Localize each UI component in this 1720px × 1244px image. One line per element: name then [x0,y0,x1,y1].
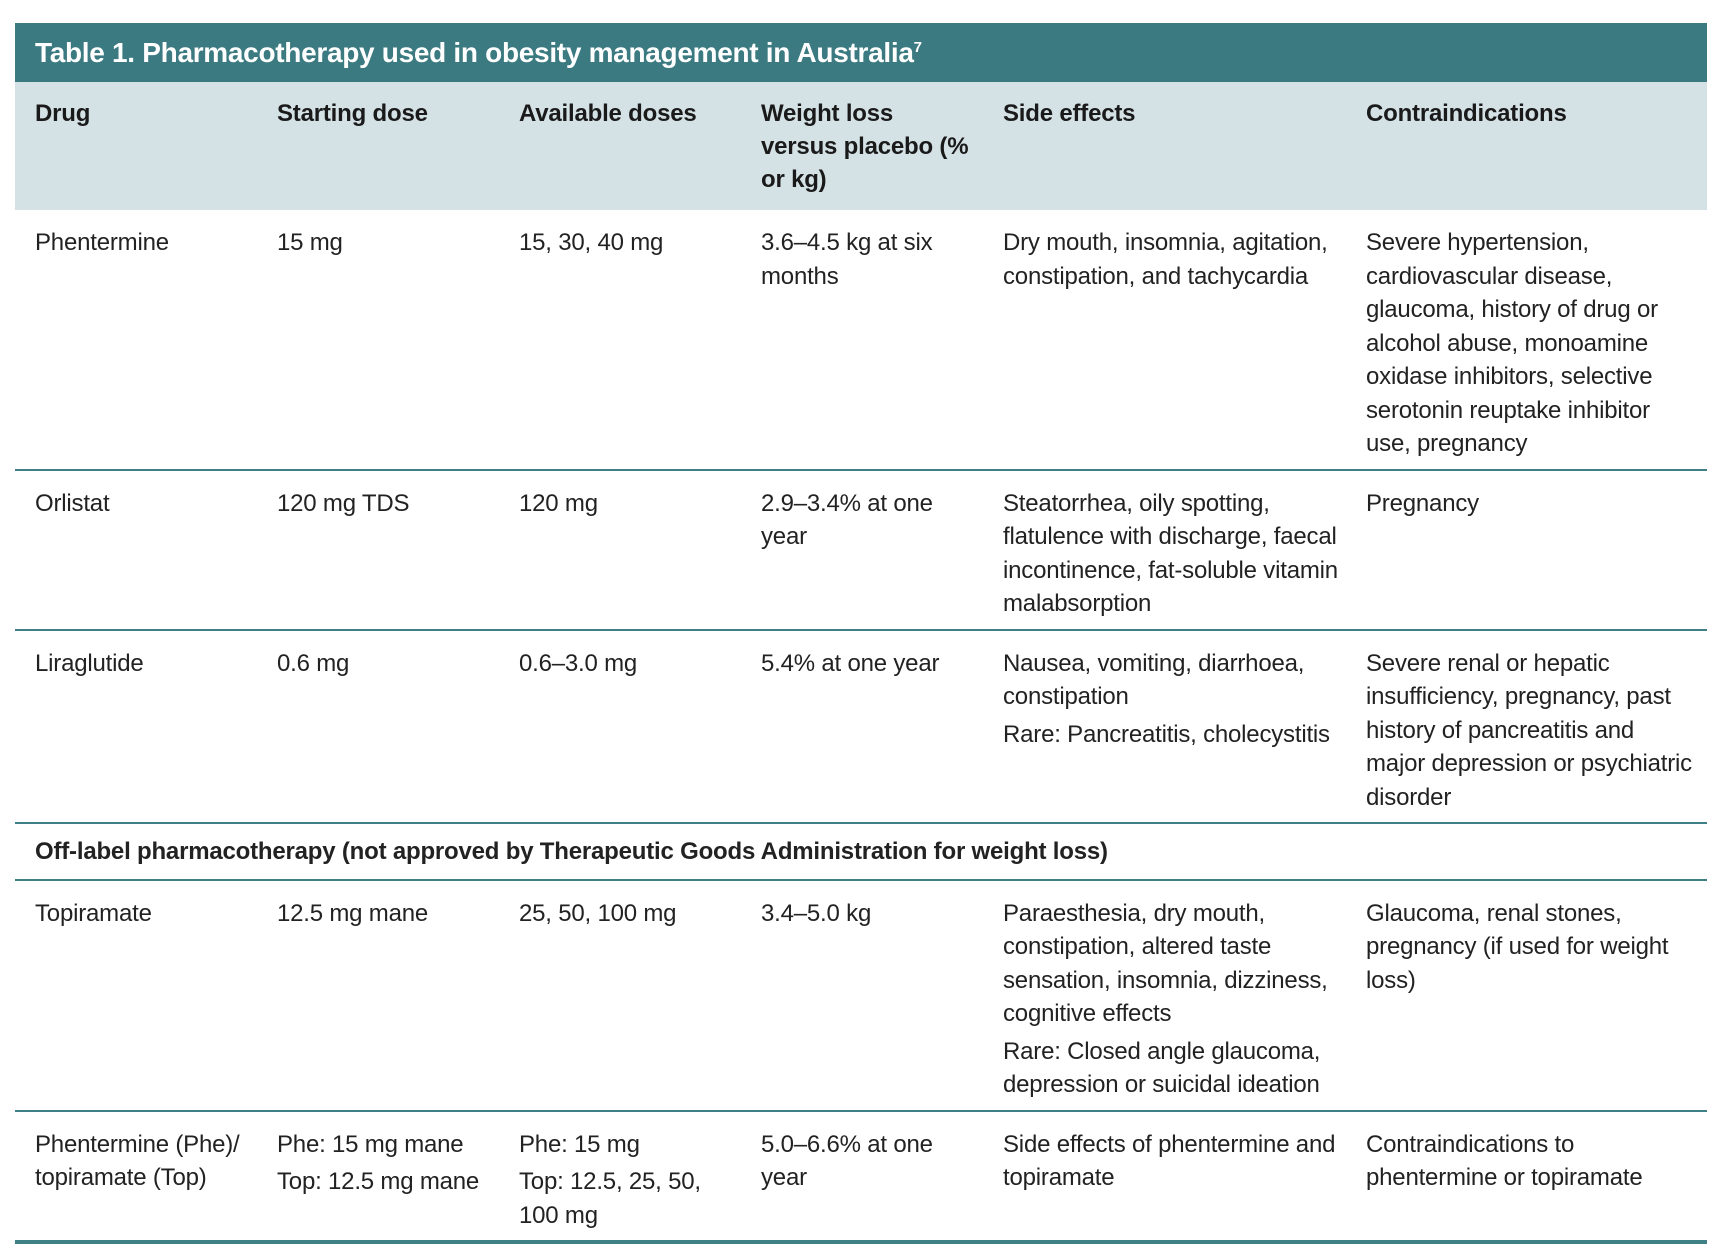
starting-dose-line: Top: 12.5 mg mane [277,1168,480,1195]
cell-drug: Phentermine (Phe)/ topiramate (Top) [35,1130,240,1192]
header-side-effects: Side effects [1003,100,1136,127]
header-weight-loss: Weight loss versus placebo (% or kg) [761,100,969,193]
available-doses-line: 25, 50, 100 mg [519,899,677,927]
header-row: Drug Starting dose Available doses Weigh… [15,82,1707,210]
available-doses-line: Top: 12.5, 25, 50, 100 mg [519,1168,701,1229]
cell-available-doses: Phe: 15 mg Top: 12.5, 25, 50, 100 mg [499,1111,741,1243]
starting-dose-line: 15 mg [277,229,343,256]
table-title: Table 1. Pharmacotherapy used in obesity… [15,23,1707,82]
cell-starting-dose: 120 mg TDS [257,470,499,630]
cell-drug: Orlistat [35,489,110,517]
table-title-text: Table 1. Pharmacotherapy used in obesity… [35,37,914,68]
cell-drug: Liraglutide [35,649,144,677]
cell-available-doses: 0.6–3.0 mg [499,630,741,824]
starting-dose-line: 120 mg TDS [277,489,410,517]
starting-dose-line: 12.5 mg mane [277,899,429,927]
cell-contraindications: Contraindications to phentermine or topi… [1366,1130,1643,1192]
available-doses-line: 15, 30, 40 mg [519,229,664,256]
header-contraindications: Contraindications [1366,100,1567,127]
starting-dose-line: 0.6 mg [277,649,350,677]
cell-starting-dose: 15 mg [257,210,499,470]
side-effects-rare-line: Rare: Closed angle glaucoma, depression … [1003,1037,1321,1099]
cell-side-effects: Paraesthesia, dry mouth, constipation, a… [983,880,1346,1111]
cell-side-effects: Nausea, vomiting, diarrhoea, constipatio… [983,630,1346,824]
header-available-doses: Available doses [519,100,697,127]
cell-contraindications: Severe hypertension, cardiovascular dise… [1366,229,1658,457]
cell-drug: Phentermine [35,229,169,256]
available-doses-line: Phe: 15 mg [519,1130,640,1158]
starting-dose-line: Phe: 15 mg mane [277,1130,464,1158]
cell-weight-loss: 3.6–4.5 kg at six months [761,229,933,290]
cell-starting-dose: 12.5 mg mane [257,880,499,1111]
header-starting-dose: Starting dose [277,100,428,127]
cell-side-effects: Dry mouth, insomnia, agitation, constipa… [983,210,1346,470]
section-row: Off-label pharmacotherapy (not approved … [15,823,1707,880]
pharmacotherapy-table: Table 1. Pharmacotherapy used in obesity… [15,23,1707,1244]
side-effects-line: Side effects of phentermine and topirama… [1003,1130,1336,1192]
table-row: Liraglutide 0.6 mg 0.6–3.0 mg 5.4% at on… [15,630,1707,824]
cell-contraindications: Glaucoma, renal stones, pregnancy (if us… [1366,899,1669,994]
table-row: Phentermine 15 mg 15, 30, 40 mg 3.6–4.5 … [15,210,1707,470]
section-label-offlabel: Off-label pharmacotherapy (not approved … [35,838,1108,865]
cell-drug: Topiramate [35,899,152,927]
table-row: Phentermine (Phe)/ topiramate (Top) Phe:… [15,1111,1707,1243]
data-table: Drug Starting dose Available doses Weigh… [15,82,1707,1244]
side-effects-line: Paraesthesia, dry mouth, constipation, a… [1003,899,1328,1028]
cell-weight-loss: 5.0–6.6% at one year [761,1130,933,1192]
cell-weight-loss: 5.4% at one year [761,649,940,677]
side-effects-line: Steatorrhea, oily spotting, flatulence w… [1003,489,1338,618]
cell-starting-dose: Phe: 15 mg mane Top: 12.5 mg mane [257,1111,499,1243]
side-effects-line: Nausea, vomiting, diarrhoea, constipatio… [1003,649,1305,711]
available-doses-line: 0.6–3.0 mg [519,649,638,677]
cell-weight-loss: 3.4–5.0 kg [761,899,872,927]
table-title-reference: 7 [913,39,922,56]
cell-starting-dose: 0.6 mg [257,630,499,824]
cell-contraindications: Severe renal or hepatic insufficiency, p… [1366,649,1692,811]
table-row: Orlistat 120 mg TDS 120 mg 2.9–3.4% at o… [15,470,1707,630]
header-drug: Drug [35,100,91,127]
side-effects-rare-line: Rare: Pancreatitis, cholecystitis [1003,720,1330,748]
cell-available-doses: 15, 30, 40 mg [499,210,741,470]
cell-contraindications: Pregnancy [1366,489,1479,517]
table-row: Topiramate 12.5 mg mane 25, 50, 100 mg 3… [15,880,1707,1111]
cell-side-effects: Side effects of phentermine and topirama… [983,1111,1346,1243]
cell-weight-loss: 2.9–3.4% at one year [761,489,933,551]
side-effects-line: Dry mouth, insomnia, agitation, constipa… [1003,229,1328,290]
cell-side-effects: Steatorrhea, oily spotting, flatulence w… [983,470,1346,630]
cell-available-doses: 25, 50, 100 mg [499,880,741,1111]
available-doses-line: 120 mg [519,489,598,517]
cell-available-doses: 120 mg [499,470,741,630]
